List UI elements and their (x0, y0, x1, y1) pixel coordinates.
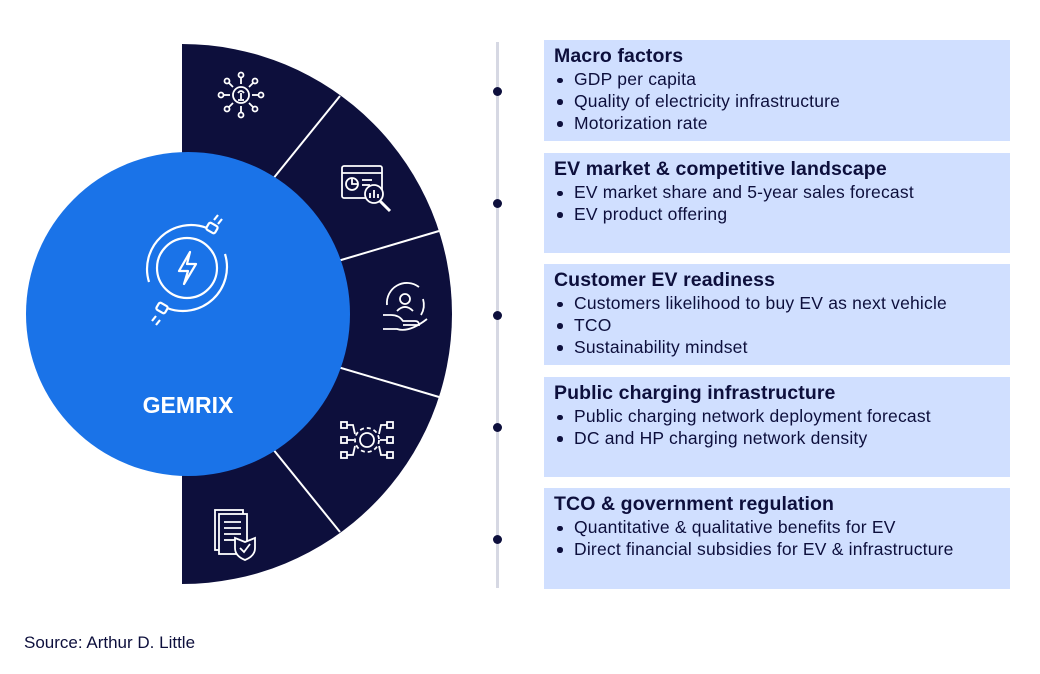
market-analysis-icon (341, 165, 392, 213)
list-item: Quality of electricity infrastructure (554, 91, 1000, 113)
segment-dividers (267, 95, 440, 533)
list-item: EV market share and 5-year sales forecas… (554, 182, 1000, 204)
ev-charging-icon (145, 214, 229, 326)
category-box-tco-regulation: TCO & government regulation Quantitative… (544, 488, 1010, 589)
category-title: EV market & competitive landscape (554, 158, 887, 180)
list-item: Public charging network deployment forec… (554, 406, 1000, 428)
timeline-dot (493, 423, 502, 432)
hub-label: GEMRIX (143, 392, 234, 418)
list-item: GDP per capita (554, 69, 1000, 91)
category-box-public-charging: Public charging infrastructure Public ch… (544, 377, 1010, 477)
list-item: DC and HP charging network density (554, 428, 1000, 450)
list-item: EV product offering (554, 204, 1000, 226)
list-item: Motorization rate (554, 113, 1000, 135)
gemrix-hub (26, 152, 350, 476)
category-box-macro-factors: Macro factors GDP per capita Quality of … (544, 40, 1010, 141)
lightbulb-network-icon (217, 71, 265, 119)
category-title: Public charging infrastructure (554, 382, 836, 404)
list-item: TCO (554, 315, 1000, 337)
source-note: Source: Arthur D. Little (24, 633, 196, 652)
category-box-customer-ev-readiness: Customer EV readiness Customers likeliho… (544, 264, 1010, 365)
category-title: TCO & government regulation (554, 493, 835, 515)
list-item: Sustainability mindset (554, 337, 1000, 359)
category-title: Customer EV readiness (554, 269, 776, 291)
customer-hand-icon (383, 282, 428, 331)
document-shield-icon (214, 509, 256, 561)
list-item: Direct financial subsidies for EV & infr… (554, 539, 1000, 561)
gemrix-wheel-diagram: GEMRIX (26, 44, 452, 584)
charging-network-icon (340, 421, 394, 459)
list-item: Quantitative & qualitative benefits for … (554, 517, 1000, 539)
category-box-ev-market: EV market & competitive landscape EV mar… (544, 153, 1010, 253)
list-item: Customers likelihood to buy EV as next v… (554, 293, 1000, 315)
timeline-dot (493, 199, 502, 208)
timeline-dot (493, 535, 502, 544)
category-title: Macro factors (554, 45, 684, 67)
timeline-dot (493, 87, 502, 96)
timeline-dot (493, 311, 502, 320)
